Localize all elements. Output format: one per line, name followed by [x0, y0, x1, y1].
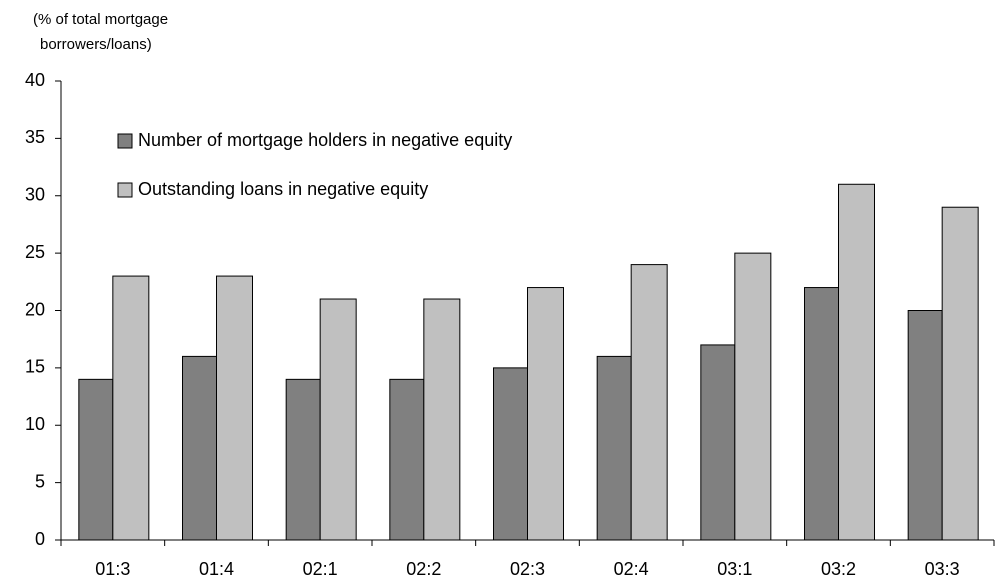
y-tick-label: 15 [25, 357, 45, 377]
y-tick-label: 30 [25, 185, 45, 205]
x-tick-label: 01:3 [95, 559, 130, 579]
legend-label: Number of mortgage holders in negative e… [138, 130, 512, 150]
legend-swatch [117, 182, 133, 198]
bar [389, 378, 425, 541]
bar [112, 275, 150, 541]
y-axis-label: (% of total mortgage [33, 11, 168, 28]
bar [319, 298, 357, 541]
bar [630, 264, 668, 541]
bar [804, 287, 839, 541]
legend-label: Outstanding loans in negative equity [138, 179, 428, 199]
y-tick-label: 40 [25, 70, 45, 90]
bar [78, 378, 114, 541]
x-tick-label: 02:2 [406, 559, 441, 579]
bar [941, 206, 979, 541]
x-tick-label: 03:2 [821, 559, 856, 579]
x-tick-label: 02:4 [614, 559, 649, 579]
x-tick-label: 03:3 [925, 559, 960, 579]
y-axis-label: borrowers/loans) [40, 36, 152, 53]
x-tick-label: 01:4 [199, 559, 234, 579]
bar [838, 183, 875, 541]
y-tick-label: 10 [25, 414, 45, 434]
x-tick-label: 03:1 [717, 559, 752, 579]
bar [700, 344, 736, 541]
bar [285, 378, 321, 541]
bar [596, 355, 632, 541]
y-tick-label: 35 [25, 127, 45, 147]
bar [182, 355, 217, 541]
legend-swatch [117, 133, 133, 149]
x-tick-label: 02:3 [510, 559, 545, 579]
bar [216, 275, 253, 541]
y-tick-label: 25 [25, 242, 45, 262]
x-tick-label: 02:1 [303, 559, 338, 579]
bar [734, 252, 772, 541]
y-tick-label: 5 [35, 471, 45, 491]
bar [493, 367, 528, 541]
bar [423, 298, 461, 541]
bar [527, 287, 564, 541]
bar [907, 310, 943, 541]
y-tick-label: 20 [25, 299, 45, 319]
y-tick-label: 0 [35, 529, 45, 549]
